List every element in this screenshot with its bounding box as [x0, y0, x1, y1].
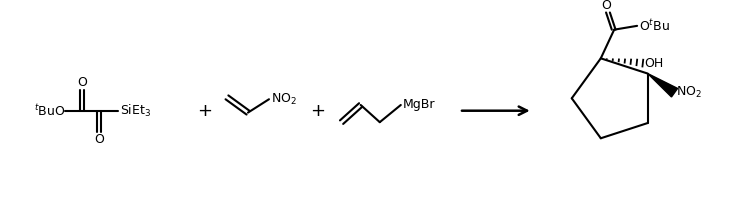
Polygon shape — [648, 74, 677, 97]
Text: NO$_2$: NO$_2$ — [271, 92, 297, 107]
Text: SiEt$_3$: SiEt$_3$ — [120, 103, 152, 119]
Text: O$^t$Bu: O$^t$Bu — [639, 18, 670, 34]
Text: O: O — [602, 0, 611, 12]
Text: +: + — [197, 102, 212, 120]
Text: O: O — [94, 133, 104, 146]
Text: OH: OH — [645, 57, 664, 70]
Text: O: O — [76, 76, 87, 89]
Text: $^t$BuO: $^t$BuO — [34, 103, 65, 119]
Text: +: + — [310, 102, 326, 120]
Text: MgBr: MgBr — [403, 99, 435, 111]
Text: NO$_2$: NO$_2$ — [676, 85, 702, 100]
